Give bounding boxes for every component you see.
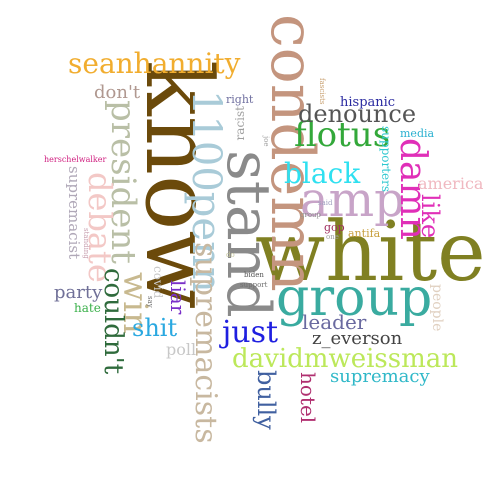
word-people: people (429, 284, 445, 332)
word-davidmweissman: davidmweissman (232, 344, 458, 374)
word-herschelwalker: herschelwalker (44, 155, 107, 164)
word-media: media (400, 127, 435, 140)
word-seanhannity: seanhannity (68, 47, 241, 80)
word-said: said (318, 199, 333, 207)
word-antifa: antifa (348, 227, 381, 240)
word-one: one (326, 233, 339, 241)
word-supporters: supporters (379, 126, 393, 193)
word-hate: hate (74, 301, 101, 315)
word-supremacist: supremacist (65, 166, 83, 260)
word-support: support (240, 281, 268, 289)
word-flotus: flotus (294, 115, 391, 155)
word-hispanic: hispanic (340, 95, 396, 110)
word-couldnt: couldn't (98, 268, 128, 375)
word-biden: biden (244, 271, 264, 279)
word-fascists: fascists (318, 78, 326, 105)
word-racist: racist (233, 106, 247, 141)
word-denounce: denounce (298, 100, 417, 128)
word-joe: joe (262, 136, 270, 147)
word-party: party (54, 282, 103, 303)
word-group: group (276, 268, 433, 328)
word-amp: amp (300, 172, 405, 228)
word-group-small: group (300, 211, 322, 219)
word-say: say (146, 296, 154, 308)
word-leader: leader (302, 310, 367, 334)
word-like: like (416, 194, 444, 239)
word-shit: shit (132, 314, 178, 342)
word-dont: don't (94, 82, 141, 103)
word-just: just (222, 315, 279, 350)
word-covid: covid (151, 266, 165, 299)
word-standing: standing (82, 228, 90, 259)
word-poll: poll (166, 340, 197, 359)
word-black: black (284, 157, 361, 190)
word-hotel: hotel (296, 372, 320, 424)
word-america: america (418, 174, 484, 193)
word-z-everson: z_everson (312, 328, 403, 349)
word-white: white (255, 205, 486, 300)
word-do: do (226, 251, 235, 259)
word-bully: bully (252, 370, 280, 430)
word-supremacy: supremacy (330, 366, 430, 387)
word-liar: liar (166, 280, 190, 315)
word-right: right (226, 93, 254, 106)
word-gop: gop (324, 221, 345, 234)
